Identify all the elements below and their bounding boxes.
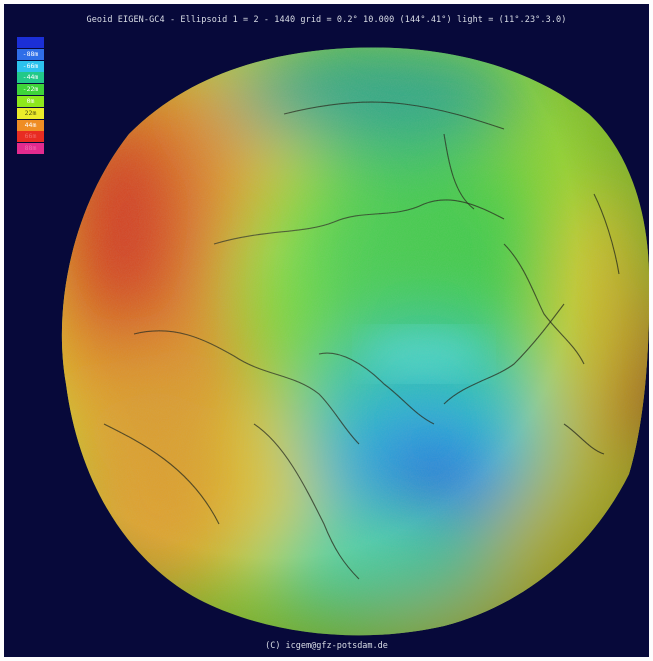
legend-swatch: -66m — [17, 60, 44, 72]
geoid-figure: Geoid EIGEN-GC4 - Ellipsoid 1 = 2 - 1440… — [4, 4, 649, 657]
legend-swatch: -88m — [17, 48, 44, 60]
geoid-globe — [61, 47, 649, 636]
legend-swatch — [17, 37, 44, 48]
legend: -88m -66m -44m -22m 0m 22m 44m 66m 88m — [17, 37, 44, 155]
legend-swatch: 44m — [17, 119, 44, 131]
figure-title: Geoid EIGEN-GC4 - Ellipsoid 1 = 2 - 1440… — [86, 15, 567, 25]
legend-swatch: 22m — [17, 107, 44, 119]
credit-text: (C) icgem@gfz-potsdam.de — [265, 641, 388, 651]
legend-swatch: -44m — [17, 72, 44, 84]
legend-swatch: -22m — [17, 84, 44, 96]
geoid-surface — [61, 47, 649, 636]
legend-swatch: 88m — [17, 143, 44, 155]
legend-swatch: 66m — [17, 131, 44, 143]
legend-swatch: 0m — [17, 95, 44, 107]
